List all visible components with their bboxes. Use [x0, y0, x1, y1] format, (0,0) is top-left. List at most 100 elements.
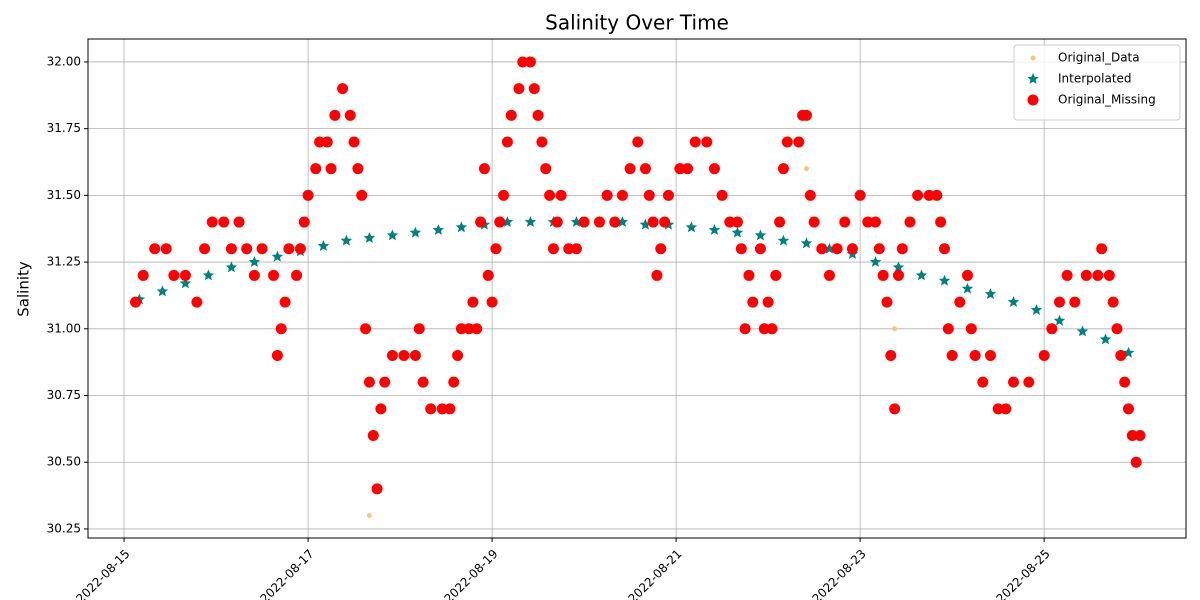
point [804, 189, 816, 201]
point [892, 326, 898, 332]
point [321, 136, 333, 148]
point [1126, 430, 1138, 442]
point [329, 109, 341, 121]
point [892, 261, 905, 273]
series [133, 216, 1135, 358]
point [609, 216, 621, 228]
point [682, 163, 694, 175]
point [961, 269, 973, 281]
x-tick-label: 2022-08-17 [257, 547, 316, 600]
point [800, 109, 812, 121]
point [774, 216, 786, 228]
point [662, 189, 674, 201]
point [494, 216, 506, 228]
point [563, 243, 575, 255]
point [524, 56, 536, 68]
point [1092, 269, 1104, 281]
x-tick-label: 2022-08-25 [994, 547, 1053, 600]
point [179, 269, 191, 281]
x-tick-label: 2022-08-15 [73, 547, 132, 600]
point [1107, 296, 1119, 308]
point [578, 216, 590, 228]
point [363, 376, 375, 388]
point [800, 237, 813, 249]
point [409, 349, 421, 361]
point [360, 323, 372, 335]
point [268, 269, 280, 281]
point [862, 216, 874, 228]
point [241, 243, 253, 255]
point [869, 256, 882, 267]
point [616, 216, 629, 227]
point [486, 296, 498, 308]
point [674, 163, 686, 175]
plot-frame [87, 38, 1187, 539]
point [889, 403, 901, 415]
point [206, 216, 218, 228]
point [501, 136, 513, 148]
point [413, 323, 425, 335]
point [904, 216, 916, 228]
point [762, 296, 774, 308]
point [685, 221, 698, 233]
point [881, 296, 893, 308]
point [218, 216, 230, 228]
point [770, 269, 782, 281]
point [202, 269, 215, 281]
point [283, 243, 295, 255]
point [659, 216, 671, 228]
point [1038, 349, 1050, 361]
legend-marker [1030, 55, 1036, 61]
point [831, 243, 843, 255]
point [781, 136, 793, 148]
point [482, 269, 494, 281]
point [885, 349, 897, 361]
point [1115, 349, 1127, 361]
point [754, 229, 767, 241]
point [869, 216, 881, 228]
point [735, 243, 747, 255]
point [931, 189, 943, 201]
point [386, 229, 399, 241]
point [467, 296, 479, 308]
point [448, 376, 460, 388]
point [191, 296, 203, 308]
point [961, 282, 974, 294]
point [639, 163, 651, 175]
point [302, 189, 314, 201]
legend-marker [1027, 73, 1039, 84]
point [724, 216, 736, 228]
y-tick-label: 30.50 [47, 455, 81, 469]
point [478, 163, 490, 175]
point [149, 243, 161, 255]
legend-label: Interpolated [1058, 72, 1132, 86]
point [601, 189, 613, 201]
point [463, 323, 475, 335]
point [547, 243, 559, 255]
point [425, 403, 437, 415]
point [248, 269, 260, 281]
legend-label: Original_Missing [1058, 93, 1156, 107]
point [766, 323, 778, 335]
chart-title: Salinity Over Time [545, 11, 729, 35]
point [954, 296, 966, 308]
point [199, 243, 211, 255]
point [551, 216, 563, 228]
point [1134, 430, 1146, 442]
point [455, 323, 467, 335]
point [325, 163, 337, 175]
point [524, 216, 537, 227]
point [532, 109, 544, 121]
point [417, 376, 429, 388]
point [823, 269, 835, 281]
y-axis-label: Salinity [15, 261, 33, 317]
legend-box [1013, 44, 1181, 121]
point [544, 189, 556, 201]
point [946, 349, 958, 361]
point [689, 136, 701, 148]
point [1099, 333, 1112, 345]
point [938, 274, 951, 286]
point [256, 243, 268, 255]
point [168, 269, 180, 281]
